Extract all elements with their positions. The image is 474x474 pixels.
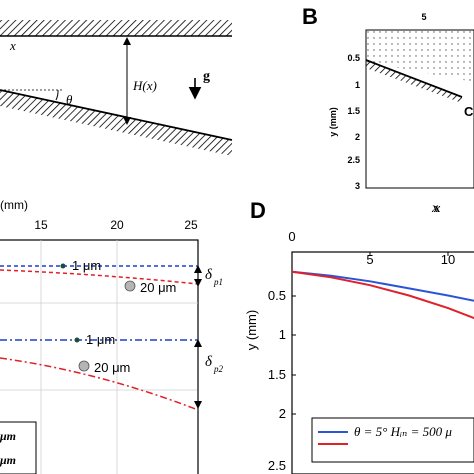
- panel-b-x-tick: 5: [421, 12, 426, 22]
- particle-marker-20um-lower: [78, 360, 90, 372]
- panel-d-legend-box: [311, 417, 474, 463]
- panel-d-series: [291, 270, 474, 320]
- particle-marker-1um-upper: [60, 263, 66, 269]
- lower-wall-hatch: [0, 90, 232, 156]
- series-20um-lower: [0, 357, 199, 411]
- panel-d-y-tick: 0.5: [268, 288, 286, 303]
- panel-d-tick-marks: [292, 252, 449, 415]
- panel-b-y-axis-label: y (mm): [328, 107, 338, 137]
- panel-c-legend-entry: μm: [0, 429, 16, 443]
- panel-b-wall-hatch: [366, 60, 462, 103]
- panel-b-y-tick: 2.5: [347, 155, 360, 165]
- panel-a-x-label: x: [9, 38, 16, 53]
- height-label: H(x): [132, 78, 157, 93]
- delta-p2-subscript: p2: [213, 364, 224, 374]
- panel-b-partial-label: C: [464, 104, 474, 119]
- annotation-1um-upper: 1 μm: [72, 258, 101, 273]
- panel-d-x-axis-label: x: [431, 201, 439, 216]
- panel-d-legend-text: θ = 5° Hᵢₙ = 500 μ: [354, 424, 452, 439]
- lower-wall: [0, 89, 233, 141]
- panel-c-gridlines: [0, 240, 198, 474]
- panel-c-x-unit: (mm): [0, 198, 28, 212]
- panel-b-letter: B: [302, 4, 318, 29]
- delta-p2-symbol: δ: [205, 354, 213, 370]
- panel-b-x-axis-label: x: [433, 200, 441, 215]
- upper-wall-hatch: [0, 20, 232, 36]
- particle-marker-20um-upper: [124, 280, 136, 292]
- panel-b-y-tick: 0.5: [347, 53, 360, 63]
- delta-p1-symbol: δ: [205, 267, 213, 283]
- panel-c-legend-box: [0, 421, 37, 474]
- panel-b-y-tick: 2: [355, 132, 360, 142]
- panel-d-plot-frame: [291, 251, 474, 474]
- panel-c-x-tick: 25: [184, 218, 198, 232]
- panel-d-x-tick: 0: [288, 229, 295, 244]
- series-line-red: [291, 270, 474, 320]
- annotation-20um-lower: 20 μm: [94, 360, 130, 375]
- panel-d-x-tick: 5: [366, 252, 373, 267]
- panel-d-x-tick: 10: [441, 252, 455, 267]
- panel-d-y-tick: 2.5: [268, 458, 286, 473]
- panel-b: B 5 0.5 1 1.5 2 2.5 3 y (mm) x C: [302, 4, 474, 215]
- panel-d-letter: D: [250, 198, 266, 223]
- particle-marker-1um-lower: [74, 337, 80, 343]
- panel-b-y-ticks: 0.5 1 1.5 2 2.5 3: [347, 53, 360, 191]
- panel-c-x-tick: 15: [34, 218, 48, 232]
- series-line-blue: [291, 270, 474, 302]
- panel-d-y-tick: 2: [279, 406, 286, 421]
- panel-d: D x 0 5 10 0.5 1 1.5 2 2.5 y (mm) θ = 5°…: [244, 198, 474, 474]
- panel-b-y-tick: 1: [355, 80, 360, 90]
- delta-p1-subscript: p1: [213, 277, 223, 287]
- panel-c-x-tick: 20: [110, 218, 124, 232]
- panel-c: (mm) 15 20 25 1 μm 20 μm 1 μm 20 μm δ p1…: [0, 198, 224, 474]
- panel-d-y-axis-label: y (mm): [244, 310, 259, 350]
- panel-d-y-tick: 1.5: [268, 367, 286, 382]
- panel-b-y-tick: 3: [355, 181, 360, 191]
- annotation-1um-lower: 1 μm: [86, 332, 115, 347]
- panel-b-dotted-region: [366, 30, 474, 82]
- panel-b-y-tick: 1.5: [347, 106, 360, 116]
- gravity-label: g: [203, 69, 210, 84]
- panel-c-legend-entry: μm: [0, 453, 16, 467]
- panel-b-wall: [365, 59, 463, 98]
- panel-d-y-tick: 1: [279, 327, 286, 342]
- angle-arc: [55, 89, 59, 101]
- panel-a: x θ H(x) g: [0, 20, 233, 156]
- annotation-20um-upper: 20 μm: [140, 280, 176, 295]
- angle-label: θ: [66, 92, 73, 107]
- series-20um-upper: [0, 269, 199, 285]
